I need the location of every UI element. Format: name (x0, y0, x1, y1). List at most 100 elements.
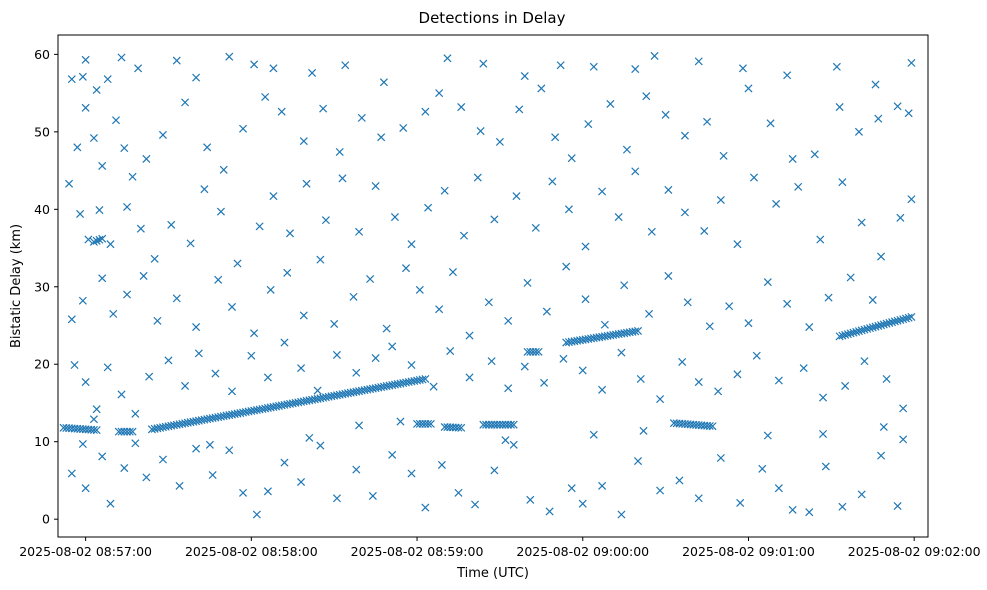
detection-marker (117, 390, 126, 399)
detection-marker (266, 285, 275, 294)
detection-marker (443, 54, 452, 63)
detection-marker (617, 510, 626, 519)
detection-marker (810, 150, 819, 159)
detection-marker (399, 123, 408, 132)
detection-marker (95, 235, 104, 244)
detection-marker (874, 114, 883, 123)
detection-marker (134, 64, 143, 73)
detection-marker (299, 137, 308, 146)
detection-marker (578, 499, 587, 508)
detection-marker (175, 481, 184, 490)
detection-marker (172, 294, 181, 303)
detection-marker (879, 422, 888, 432)
detection-marker (98, 452, 107, 461)
detection-marker (332, 494, 341, 503)
detection-marker (504, 316, 513, 325)
detection-marker (319, 104, 328, 113)
detection-marker (501, 436, 510, 445)
detection-marker (448, 268, 457, 277)
detection-marker (388, 450, 397, 459)
detection-marker (203, 143, 212, 152)
detection-marker (78, 440, 87, 449)
y-tick-label: 50 (34, 124, 50, 139)
detection-marker (269, 64, 278, 73)
detection-marker (523, 278, 532, 287)
detection-marker (368, 491, 377, 500)
detection-marker (355, 227, 364, 236)
y-tick-label: 0 (42, 512, 50, 527)
detection-marker (302, 179, 311, 188)
detection-marker (512, 192, 521, 201)
detection-marker (860, 357, 869, 366)
detection-marker (437, 460, 446, 469)
detection-marker (123, 290, 132, 299)
detection-marker (341, 61, 350, 70)
detection-marker (581, 242, 590, 251)
detection-marker (705, 421, 714, 431)
detection-marker (446, 347, 455, 356)
detection-marker (421, 503, 430, 512)
detection-marker (564, 205, 573, 214)
detection-marker (877, 451, 886, 460)
detection-marker (225, 52, 234, 61)
detection-marker (252, 510, 261, 519)
detection-marker (98, 274, 107, 283)
y-tick-label: 30 (34, 279, 50, 294)
detection-marker (736, 498, 745, 507)
detection-marker (211, 369, 220, 378)
detection-marker (120, 144, 129, 153)
detection-marker (520, 362, 529, 371)
detection-marker (537, 84, 546, 93)
detection-marker (893, 501, 902, 511)
y-tick-label: 60 (34, 47, 50, 62)
detection-marker (429, 382, 438, 391)
detection-marker (424, 203, 433, 212)
detection-marker (824, 293, 833, 302)
detection-marker (678, 357, 687, 366)
detection-marker (581, 295, 590, 304)
detection-marker (766, 119, 775, 128)
detection-marker (332, 350, 341, 359)
detection-marker (725, 302, 734, 311)
detection-marker (567, 484, 576, 493)
detection-marker (733, 370, 742, 379)
detection-marker (92, 236, 101, 245)
detection-marker (633, 457, 643, 466)
detection-marker (280, 458, 289, 467)
detection-marker (465, 331, 474, 340)
detection-marker (123, 202, 132, 212)
detection-marker (227, 387, 237, 396)
detection-marker (562, 262, 571, 271)
detection-marker (247, 351, 256, 360)
detection-marker (551, 133, 560, 142)
detection-marker (239, 124, 248, 133)
detection-marker (694, 378, 703, 387)
detection-marker (321, 216, 330, 225)
detection-marker (680, 131, 689, 140)
detection-marker (335, 147, 344, 157)
detection-marker (117, 53, 126, 62)
detection-marker (749, 173, 759, 182)
detection-marker (675, 476, 684, 485)
detection-marker (838, 178, 847, 187)
detection-marker (440, 186, 449, 195)
detection-marker (192, 323, 201, 332)
detection-marker (647, 227, 656, 236)
detection-marker (454, 488, 463, 497)
detection-marker (401, 264, 411, 273)
detection-marker (559, 354, 568, 363)
detection-marker (556, 61, 565, 70)
detection-marker (838, 502, 847, 511)
detection-marker (382, 324, 391, 333)
detection-marker (192, 444, 201, 453)
detection-marker (733, 240, 742, 249)
detection-marker (819, 393, 828, 402)
detection-marker (763, 278, 772, 287)
detection-marker (103, 363, 112, 372)
detection-marker (407, 360, 416, 370)
detection-marker (415, 285, 424, 294)
detection-marker (584, 120, 593, 129)
detection-marker (774, 376, 783, 385)
y-tick-label: 10 (34, 434, 50, 449)
detection-marker (92, 426, 101, 435)
